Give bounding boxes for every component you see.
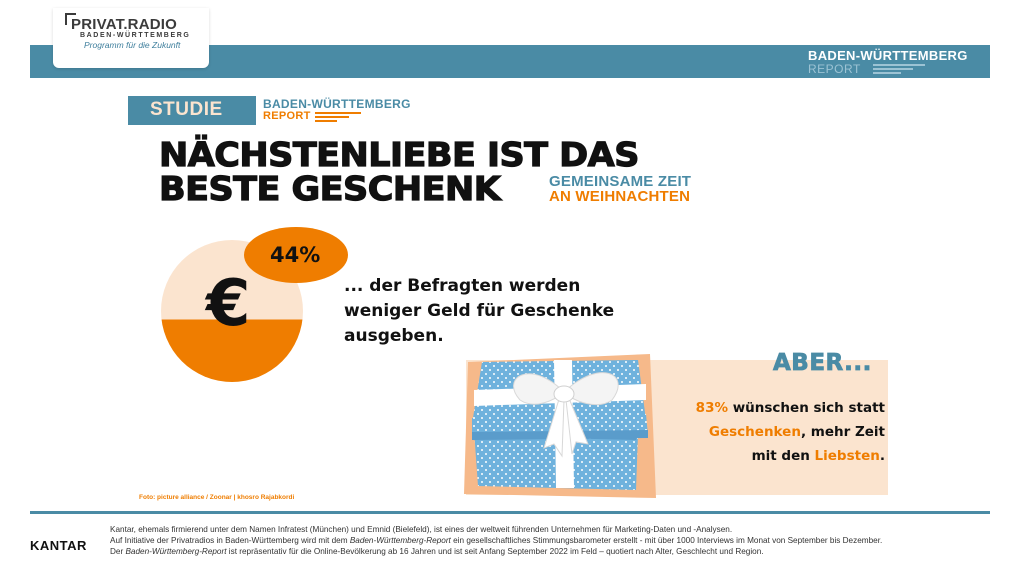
aber-text: wünschen sich statt: [728, 400, 885, 416]
photo-credit: Foto: picture alliance / Zoonar | khosro…: [139, 494, 295, 501]
footer-divider: [30, 511, 990, 514]
aber-heading: ABER...: [773, 350, 872, 377]
badge-brand-subtitle: REPORT: [263, 110, 311, 122]
aber-text: mit den: [751, 448, 815, 464]
aber-highlight: Geschenken: [708, 424, 801, 440]
aber-highlight: 83%: [695, 400, 728, 416]
logo-title: PRIVAT.RADIO: [71, 16, 178, 33]
aber-highlight: Liebsten: [814, 448, 880, 464]
percent-value: 44%: [270, 243, 321, 267]
subheadline-line-2: AN WEIHNACHTEN: [549, 188, 691, 205]
footer-text: ein gesellschaftliches Stimmungsbaromete…: [450, 536, 883, 545]
logo-tagline: Programm für die Zukunft: [84, 40, 181, 50]
percent-bubble: [244, 227, 348, 283]
report-lines-icon: [873, 64, 925, 74]
headline-line-1: NÄCHSTENLIEBE IST DAS: [158, 135, 640, 174]
footer-report-name: Baden-Württemberg-Report: [125, 547, 227, 556]
statement-line: ... der Befragten werden: [344, 276, 581, 296]
footer-line-2: Auf Initiative der Privatradios in Baden…: [110, 536, 882, 545]
logo-subtitle: BADEN-WÜRTTEMBERG: [80, 32, 191, 39]
report-brand-title: BADEN-WÜRTTEMBERG: [808, 48, 968, 63]
report-brand-subtitle: REPORT: [808, 62, 861, 76]
footer-text: Auf Initiative der Privatradios in Baden…: [110, 536, 350, 545]
badge-brand-title: BADEN-WÜRTTEMBERG: [263, 97, 411, 111]
aber-line-3: mit den Liebsten.: [752, 448, 885, 464]
aber-line-1: 83% wünschen sich statt: [696, 400, 885, 416]
subheadline-line-1: GEMEINSAME ZEIT: [549, 173, 692, 190]
kantar-logo: KANTAR: [30, 538, 87, 553]
footer-text: Der: [110, 547, 126, 556]
studie-label: STUDIE: [150, 99, 223, 120]
badge-lines-icon: [315, 112, 361, 122]
statement-line: ausgeben.: [344, 326, 444, 346]
privat-radio-logo[interactable]: [53, 8, 209, 68]
logo-bracket-icon: [65, 13, 76, 25]
footer-text: ist repräsentativ für die Online-Bevölke…: [226, 547, 764, 556]
footer-line-1: Kantar, ehemals firmierend unter dem Nam…: [110, 525, 733, 534]
aber-line-2: Geschenken, mehr Zeit: [709, 424, 885, 440]
aber-text: , mehr Zeit: [800, 424, 885, 440]
headline-line-2: BESTE GESCHENK: [158, 169, 501, 208]
euro-icon: €: [206, 267, 251, 341]
aber-text: .: [879, 448, 885, 464]
studie-badge: [128, 96, 256, 125]
footer-line-3: Der Baden-Württemberg-Report ist repräse…: [110, 547, 764, 556]
footer-report-name: Baden-Württemberg-Report: [349, 536, 451, 545]
gift-box-icon: [464, 354, 656, 498]
statement-line: weniger Geld für Geschenke: [344, 301, 615, 321]
